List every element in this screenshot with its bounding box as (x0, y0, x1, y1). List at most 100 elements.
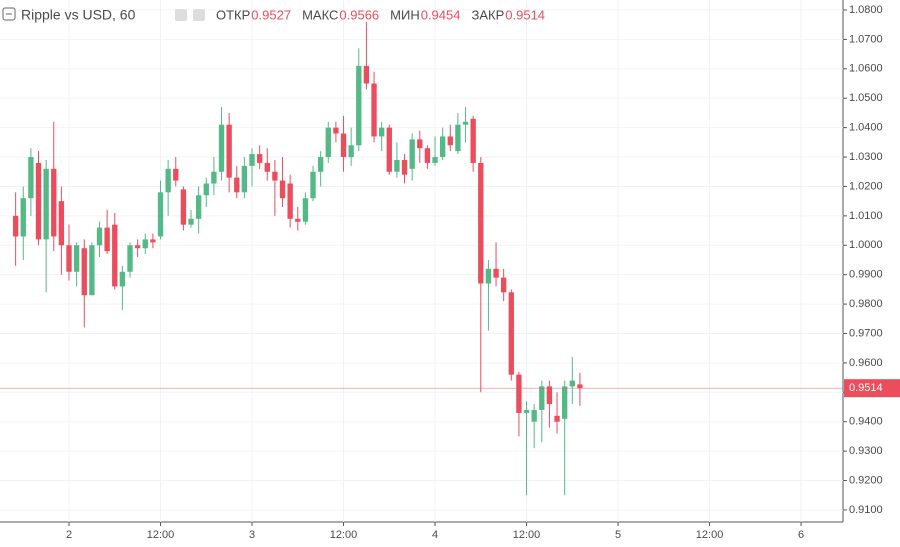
x-tick-label: 6 (798, 529, 804, 541)
candle-body (165, 168, 171, 193)
y-tick-label: 1.0100 (849, 210, 883, 222)
candle-body (424, 148, 431, 163)
x-tick-label: 12:00 (513, 529, 541, 541)
candle-body (89, 245, 95, 296)
candle-body (43, 168, 49, 240)
candle-body (546, 386, 553, 405)
candle-body (577, 384, 583, 389)
candle-body (195, 195, 202, 219)
candle-body (470, 118, 476, 163)
grid: 0.91000.92000.93000.94000.95000.96000.97… (0, 0, 883, 541)
candle-body (493, 268, 499, 278)
candle-body (35, 162, 42, 240)
ohlc-value: 0.9566 (339, 7, 379, 22)
candle-body (295, 218, 301, 222)
y-tick-label: 0.9900 (849, 269, 883, 281)
candle-body (218, 124, 225, 172)
candle-body (531, 409, 537, 422)
candle-body (562, 386, 568, 419)
x-tick-label: 12:00 (696, 529, 724, 541)
candle-body (96, 227, 103, 246)
candle-body (279, 180, 286, 199)
candle-body (401, 159, 408, 175)
y-tick-label: 1.0300 (849, 151, 883, 163)
candle-body (439, 136, 446, 158)
ohlc-value: 0.9514 (505, 7, 545, 22)
y-tick-label: 1.0700 (849, 33, 883, 45)
candle-body (272, 171, 278, 181)
ohlc-label: МАКС (302, 7, 338, 22)
y-tick-label: 1.0600 (849, 63, 883, 75)
eye-button[interactable] (175, 9, 187, 21)
y-tick-label: 0.9800 (849, 298, 883, 310)
x-tick-label: 12:00 (147, 529, 175, 541)
y-tick-label: 0.9300 (849, 445, 883, 457)
y-tick-label: 1.0500 (849, 92, 883, 104)
candle-body (264, 162, 270, 172)
y-tick-label: 0.9600 (849, 357, 883, 369)
candle-body (203, 183, 209, 196)
candle-body (310, 171, 316, 199)
candle-body (142, 239, 148, 249)
ohlc-legend: ОТКР 0.9527 МАКС 0.9566 МИН 0.9454 ЗАКР 0.9514 (216, 7, 545, 22)
y-tick-label: 1.0400 (849, 122, 883, 134)
candle-body (485, 268, 492, 284)
candle-body (363, 65, 370, 84)
candle-body (28, 157, 34, 199)
candle-body (539, 386, 545, 410)
y-tick-label: 1.0200 (849, 180, 883, 192)
candle-body (234, 177, 240, 193)
collapse-button[interactable] (2, 7, 16, 21)
candle-body (371, 83, 377, 137)
candle-body (417, 139, 423, 149)
candle-body (455, 124, 461, 152)
candle-body (51, 168, 57, 237)
candle-body (73, 245, 80, 272)
candle-body (150, 239, 156, 243)
chart-title: Ripple vs USD, 60 (21, 7, 136, 23)
candle-body (386, 127, 392, 172)
last-price-box (844, 379, 900, 398)
candle-body (112, 224, 118, 287)
candle-body (317, 157, 324, 172)
ohlc-label: ОТКР (216, 7, 250, 22)
y-tick-label: 0.9200 (849, 474, 883, 486)
candle-body (356, 65, 362, 146)
candle-body (569, 380, 575, 387)
x-tick-label: 2 (66, 529, 72, 541)
candle-body (66, 245, 72, 272)
y-tick-label: 1.0000 (849, 239, 883, 251)
candle-body (256, 154, 263, 163)
candle-body (173, 168, 179, 181)
candle-body (508, 292, 514, 375)
y-tick-label: 1.0800 (849, 4, 883, 16)
y-tick-label: 0.9400 (849, 416, 883, 428)
x-tick-label: 4 (432, 529, 438, 541)
candle-body (325, 127, 331, 158)
candle-body (447, 136, 453, 146)
x-tick-label: 12:00 (330, 529, 358, 541)
candle-body (432, 157, 438, 163)
settings-button[interactable] (193, 9, 205, 21)
candle-body (12, 215, 19, 237)
candle-body (340, 133, 347, 158)
candle-body (554, 415, 560, 422)
candle-body (134, 245, 141, 249)
candle-body (523, 409, 530, 413)
ohlc-value: 0.9454 (421, 7, 461, 22)
y-tick-label: 0.9700 (849, 327, 883, 339)
last-price-label: 0.9514 (849, 382, 883, 394)
ohlc-label: МИН (390, 7, 420, 22)
candle-body (394, 159, 400, 172)
candle-body (157, 192, 164, 237)
candle-body (58, 201, 65, 246)
candle-body (20, 198, 26, 237)
candle-body (348, 145, 354, 158)
candle-body (500, 277, 507, 293)
candle-body (409, 139, 415, 169)
candle-body (127, 245, 133, 272)
candle-body (211, 171, 217, 184)
candle-body (119, 271, 126, 287)
ohlc-value: 0.9527 (251, 7, 291, 22)
